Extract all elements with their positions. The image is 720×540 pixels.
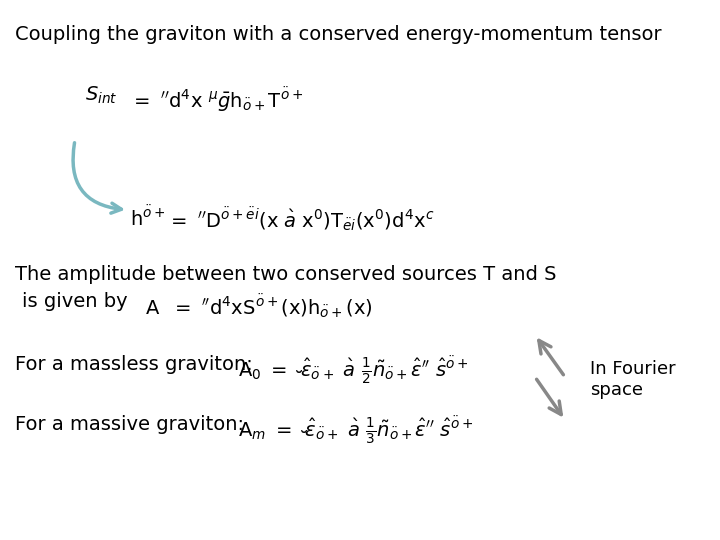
Text: A$_m$ $=$ $\breve{\,}$$\hat{\epsilon}_{\ddot{o}+}$ $\grave{a}$ $\frac{1}{3}$$\ti: A$_m$ $=$ $\breve{\,}$$\hat{\epsilon}_{\…: [238, 415, 473, 447]
Text: In Fourier
space: In Fourier space: [590, 360, 675, 399]
Text: The amplitude between two conserved sources T and S: The amplitude between two conserved sour…: [15, 265, 557, 284]
Text: $= $ $^{\prime\prime}$D$^{\ddot{o}+\ddot{e}i}$(x $\grave{a}$ x$^0$)T$_{\ddot{e}i: $= $ $^{\prime\prime}$D$^{\ddot{o}+\ddot…: [167, 205, 434, 233]
Text: Coupling the graviton with a conserved energy-momentum tensor: Coupling the graviton with a conserved e…: [15, 25, 662, 44]
Text: h$^{\ddot{o}+}$: h$^{\ddot{o}+}$: [130, 205, 166, 229]
Text: A  $=$ $^{\prime\prime}$d$^4$xS$^{\ddot{o}+}$(x)h$_{\ddot{o}+}$(x): A $=$ $^{\prime\prime}$d$^4$xS$^{\ddot{o…: [145, 292, 373, 320]
Text: A$_0$ $=$ $\breve{\,}$$\hat{\epsilon}_{\ddot{o}+}$ $\grave{a}$ $\frac{1}{2}$$\ti: A$_0$ $=$ $\breve{\,}$$\hat{\epsilon}_{\…: [238, 355, 469, 387]
Text: For a massless graviton:: For a massless graviton:: [15, 355, 253, 374]
Text: For a massive graviton:: For a massive graviton:: [15, 415, 244, 434]
Text: $S_{int}$: $S_{int}$: [85, 85, 117, 106]
Text: $= $ $^{\prime\prime}$d$^4$x $^{\mu}$$\bar{g}$h$_{\ddot{o}+}$T$^{\ddot{o}+}$: $= $ $^{\prime\prime}$d$^4$x $^{\mu}$$\b…: [130, 85, 303, 113]
Text: is given by: is given by: [22, 292, 127, 311]
